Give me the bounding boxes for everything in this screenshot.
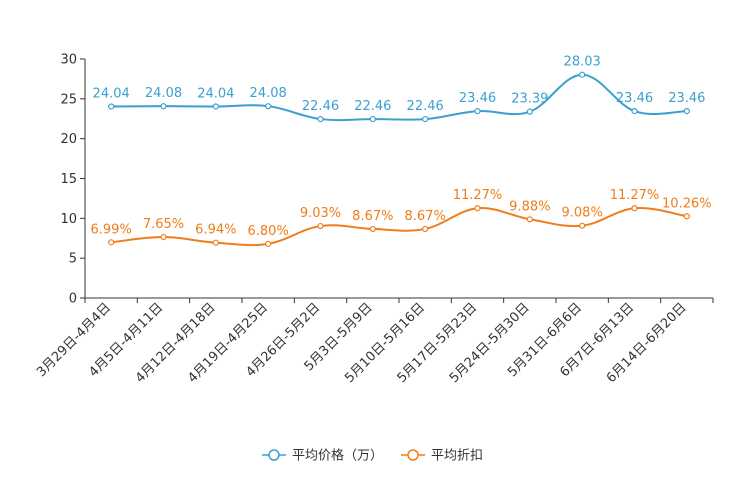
data-point — [422, 115, 429, 123]
data-point — [579, 222, 586, 229]
data-point — [631, 205, 638, 212]
data-point — [422, 225, 429, 233]
data-label: 24.08 — [145, 86, 182, 101]
data-point — [317, 115, 324, 123]
data-point — [317, 222, 324, 230]
data-label: 6.94% — [195, 223, 236, 238]
data-label: 8.67% — [405, 209, 446, 224]
data-label: 22.46 — [407, 99, 444, 114]
series-line — [111, 207, 687, 247]
data-label: 9.03% — [300, 206, 341, 221]
data-label: 23.46 — [668, 91, 705, 106]
data-label: 6.99% — [91, 222, 132, 237]
y-tick-label: 0 — [69, 292, 77, 307]
data-label: 24.04 — [93, 86, 130, 101]
data-point — [265, 103, 272, 110]
y-tick-label: 10 — [60, 212, 77, 227]
data-point — [474, 205, 481, 212]
y-tick-label: 30 — [60, 53, 77, 68]
chart-legend[interactable]: 平均价格（万） 平均折扣 — [262, 448, 483, 464]
y-tick-label: 5 — [69, 252, 77, 267]
y-tick-label: 25 — [60, 92, 77, 107]
legend-item-0[interactable]: 平均价格（万） — [262, 448, 383, 464]
data-label: 8.67% — [352, 209, 393, 224]
data-point — [526, 108, 533, 115]
data-label: 11.27% — [453, 188, 503, 203]
series-0: 24.04 24.08 24.04 24.08 22.46 22.46 22.46 23.46… — [93, 55, 705, 123]
data-label: 6.80% — [248, 224, 289, 239]
data-point — [474, 108, 481, 115]
legend-label: 平均折扣 — [431, 449, 483, 464]
data-label: 9.08% — [562, 206, 603, 221]
data-label: 22.46 — [354, 99, 391, 114]
data-label: 11.27% — [610, 188, 660, 203]
legend-label: 平均价格（万） — [292, 448, 383, 464]
data-point — [683, 108, 690, 115]
data-point — [369, 225, 376, 233]
data-point — [212, 103, 219, 110]
data-point — [265, 240, 272, 247]
data-label: 23.46 — [459, 91, 496, 106]
data-label: 9.88% — [509, 199, 550, 214]
data-point — [579, 71, 586, 78]
data-label: 22.46 — [302, 99, 339, 114]
y-tick-label: 15 — [60, 172, 77, 187]
data-point — [683, 213, 690, 220]
legend-marker — [407, 449, 419, 461]
data-point — [212, 239, 219, 246]
chart-series: 24.04 24.08 24.04 24.08 22.46 22.46 22.46 23.46… — [91, 55, 712, 247]
data-label: 24.08 — [250, 86, 287, 101]
data-point — [160, 103, 167, 110]
data-point — [108, 103, 115, 110]
data-label: 7.65% — [143, 217, 184, 232]
series-1: 6.99% 7.65% 6.94% 6.80% 9.03% 8.67% 8.67% 11.27… — [91, 188, 712, 247]
data-point — [526, 216, 533, 223]
data-point — [108, 239, 115, 246]
y-tick-label: 20 — [60, 132, 77, 147]
legend-item-1[interactable]: 平均折扣 — [401, 449, 483, 464]
data-label: 23.46 — [616, 91, 653, 106]
data-point — [160, 233, 167, 241]
data-label: 10.26% — [662, 196, 712, 211]
data-point — [369, 115, 376, 123]
data-point — [631, 108, 638, 115]
data-label: 23.39 — [511, 92, 548, 107]
data-label: 24.04 — [197, 86, 234, 101]
legend-marker — [268, 449, 280, 461]
data-label: 28.03 — [564, 55, 601, 70]
